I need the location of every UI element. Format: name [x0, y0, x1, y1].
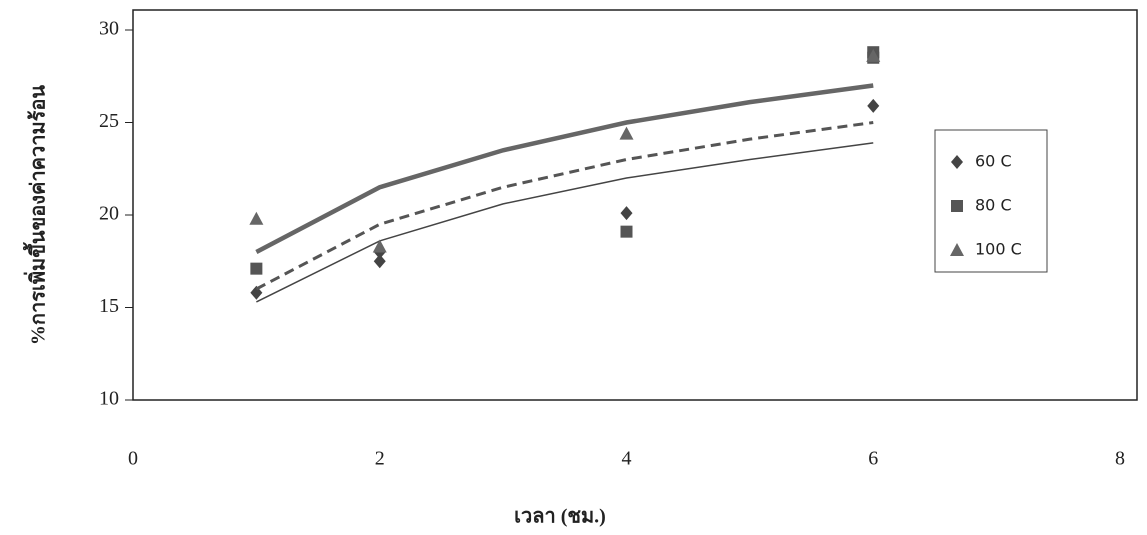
y-tick-label: 10: [99, 388, 119, 410]
marker: [250, 263, 262, 275]
y-tick-label: 30: [99, 18, 119, 40]
legend-label: 80 C: [975, 196, 1012, 215]
trend-line: [256, 86, 873, 253]
marker: [867, 99, 879, 113]
y-axis-title: %การเพิ่มขึ้นของค่าความร้อน: [23, 85, 50, 345]
chart: %การเพิ่มขึ้นของค่าความร้อน เวลา (ชม.) 1…: [0, 0, 1147, 535]
marker: [621, 206, 633, 220]
legend-label: 60 C: [975, 152, 1012, 171]
y-tick-label: 25: [99, 110, 119, 132]
x-tick-label: 6: [868, 448, 878, 470]
x-axis-title: เวลา (ชม.): [514, 506, 606, 528]
y-tick-label: 15: [99, 295, 119, 317]
x-tick-label: 0: [128, 448, 138, 470]
marker: [373, 239, 387, 252]
x-tick-label: 2: [375, 448, 385, 470]
y-tick-label: 20: [99, 203, 119, 225]
marker: [249, 212, 263, 225]
marker: [620, 127, 634, 140]
legend-marker: [951, 200, 963, 212]
x-tick-label: 8: [1115, 448, 1125, 470]
legend-label: 100 C: [975, 240, 1022, 259]
trend-line: [256, 143, 873, 302]
x-tick-label: 4: [622, 448, 632, 470]
marker: [621, 226, 633, 238]
